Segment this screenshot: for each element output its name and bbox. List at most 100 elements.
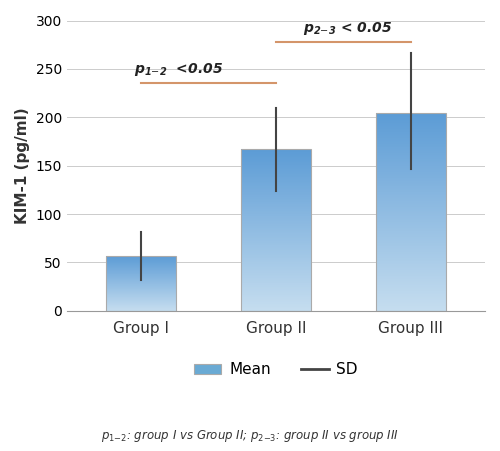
- Bar: [376, 134, 446, 135]
- Bar: [241, 222, 311, 223]
- Bar: [241, 230, 311, 231]
- Bar: [376, 303, 446, 304]
- Bar: [376, 156, 446, 157]
- Bar: [376, 165, 446, 166]
- Bar: [376, 271, 446, 272]
- Bar: [106, 256, 176, 311]
- Bar: [376, 179, 446, 180]
- Bar: [376, 135, 446, 136]
- Bar: [376, 252, 446, 253]
- Bar: [376, 255, 446, 256]
- Bar: [376, 210, 446, 211]
- Bar: [241, 156, 311, 157]
- Bar: [241, 192, 311, 193]
- Bar: [241, 263, 311, 264]
- Text: $\bfit{p}_{1\mathsf{-}2}$  <0.05: $\bfit{p}_{1\mathsf{-}2}$ <0.05: [134, 60, 224, 78]
- Bar: [241, 160, 311, 161]
- Bar: [376, 290, 446, 291]
- Bar: [241, 278, 311, 279]
- Bar: [241, 255, 311, 256]
- Bar: [376, 231, 446, 232]
- Bar: [376, 139, 446, 140]
- Bar: [241, 287, 311, 288]
- Bar: [241, 309, 311, 310]
- Bar: [376, 237, 446, 238]
- Bar: [376, 124, 446, 125]
- Bar: [376, 301, 446, 302]
- Bar: [376, 118, 446, 120]
- Bar: [241, 215, 311, 216]
- Bar: [241, 284, 311, 285]
- Bar: [241, 170, 311, 171]
- Bar: [376, 214, 446, 215]
- Bar: [376, 304, 446, 305]
- Bar: [376, 268, 446, 269]
- Bar: [376, 273, 446, 274]
- Bar: [241, 179, 311, 180]
- Bar: [241, 257, 311, 258]
- Bar: [241, 291, 311, 292]
- Bar: [376, 130, 446, 131]
- Bar: [376, 147, 446, 148]
- Bar: [376, 247, 446, 248]
- Bar: [241, 176, 311, 177]
- Bar: [241, 285, 311, 286]
- Bar: [376, 155, 446, 156]
- Bar: [376, 173, 446, 174]
- Bar: [241, 281, 311, 282]
- Bar: [376, 306, 446, 307]
- Bar: [241, 276, 311, 277]
- Bar: [376, 227, 446, 228]
- Bar: [241, 273, 311, 274]
- Bar: [376, 234, 446, 235]
- Bar: [376, 183, 446, 184]
- Bar: [241, 181, 311, 182]
- Bar: [376, 248, 446, 249]
- Bar: [376, 129, 446, 130]
- Bar: [241, 256, 311, 257]
- Bar: [241, 227, 311, 228]
- Bar: [241, 289, 311, 290]
- Bar: [376, 258, 446, 260]
- Bar: [376, 217, 446, 218]
- Bar: [241, 196, 311, 197]
- Bar: [241, 149, 311, 311]
- Bar: [241, 183, 311, 184]
- Bar: [241, 240, 311, 241]
- Bar: [241, 243, 311, 244]
- Bar: [376, 244, 446, 245]
- Bar: [376, 220, 446, 221]
- Bar: [376, 115, 446, 116]
- Bar: [376, 285, 446, 286]
- Bar: [376, 206, 446, 207]
- Bar: [376, 293, 446, 294]
- Bar: [376, 229, 446, 230]
- Bar: [241, 233, 311, 234]
- Bar: [241, 232, 311, 233]
- Bar: [376, 282, 446, 283]
- Bar: [376, 194, 446, 195]
- Bar: [241, 168, 311, 169]
- Bar: [241, 221, 311, 222]
- Bar: [241, 154, 311, 155]
- Bar: [241, 175, 311, 176]
- Bar: [241, 244, 311, 245]
- Bar: [376, 269, 446, 271]
- Bar: [241, 212, 311, 213]
- Bar: [241, 198, 311, 199]
- Bar: [376, 299, 446, 300]
- Bar: [241, 268, 311, 269]
- Bar: [376, 286, 446, 287]
- Bar: [376, 169, 446, 170]
- Bar: [376, 272, 446, 273]
- Bar: [241, 161, 311, 162]
- Bar: [241, 269, 311, 270]
- Bar: [241, 200, 311, 201]
- Bar: [241, 282, 311, 283]
- Bar: [376, 235, 446, 236]
- Bar: [376, 233, 446, 234]
- Bar: [376, 291, 446, 292]
- Bar: [241, 298, 311, 299]
- Bar: [241, 293, 311, 294]
- Bar: [376, 207, 446, 208]
